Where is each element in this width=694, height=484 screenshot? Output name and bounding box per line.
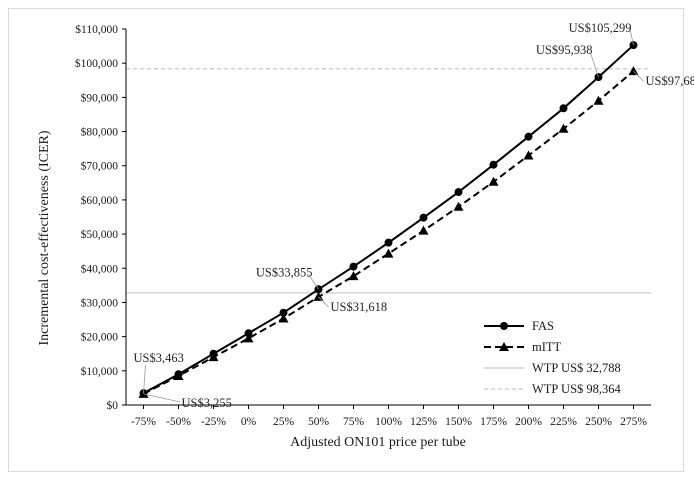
x-tick-label: 0% xyxy=(241,416,257,428)
y-tick-label: $100,000 xyxy=(75,57,118,70)
annotation-label: US$3,255 xyxy=(182,396,232,410)
axes: $0 $10,000 $20,000 $30,000 $40,000 $50,000 $60… xyxy=(75,23,651,428)
data-point-triangle xyxy=(453,201,464,211)
annotation-label: US$33,855 xyxy=(256,265,313,279)
data-point-circle xyxy=(500,322,508,330)
reference-lines xyxy=(126,68,651,294)
annotation-leader-line xyxy=(629,26,634,46)
legend-label: FAS xyxy=(532,319,554,333)
y-axis-title: Incremental cost-effectiveness (ICER) xyxy=(37,130,52,345)
data-point-triangle xyxy=(313,291,324,301)
annotation-leader-line xyxy=(143,393,180,403)
legend: FAS mITT WTP US$ 32,788 WTP US$ 98,364 xyxy=(484,319,622,396)
annotation-label: US$3,463 xyxy=(134,351,184,365)
data-point-triangle xyxy=(558,123,569,133)
x-tick-label: 75% xyxy=(343,416,365,428)
data-point-circle xyxy=(174,370,183,379)
y-tick-label: $50,000 xyxy=(81,228,119,241)
data-point-circle xyxy=(349,262,358,271)
y-tick-label: $70,000 xyxy=(81,160,119,173)
x-axis-title: Adjusted ON101 price per tube xyxy=(290,435,466,450)
annotation-label: US$97,681 xyxy=(646,74,694,88)
x-tick-label: 100% xyxy=(375,416,402,428)
x-tick-label: 50% xyxy=(308,416,330,428)
data-point-triangle xyxy=(523,150,534,160)
data-point-circle xyxy=(489,160,498,169)
legend-label: mITT xyxy=(532,340,562,354)
data-point-triangle xyxy=(418,225,429,235)
series-lines xyxy=(138,41,639,398)
x-tick-label: 225% xyxy=(550,416,577,428)
annotation-label: US$105,299 xyxy=(569,21,632,35)
x-tick-label: 125% xyxy=(410,416,437,428)
data-point-triangle xyxy=(488,176,499,186)
y-tick-label: $80,000 xyxy=(81,126,119,139)
x-tick-label: 150% xyxy=(445,416,472,428)
legend-item: FAS xyxy=(484,319,554,333)
data-point-circle xyxy=(454,188,463,197)
legend-item: mITT xyxy=(484,340,562,354)
data-point-triangle xyxy=(499,342,509,351)
chart-frame xyxy=(8,8,684,472)
x-tick-label: 250% xyxy=(585,416,612,428)
annotation-label: US$95,938 xyxy=(536,43,593,57)
legend-label: WTP US$ 32,788 xyxy=(532,361,621,375)
y-tick-label: $10,000 xyxy=(81,365,119,378)
y-tick-label: $60,000 xyxy=(81,194,119,207)
data-point-triangle xyxy=(628,66,639,76)
legend-item: WTP US$ 32,788 xyxy=(484,361,621,375)
data-point-circle xyxy=(524,132,533,141)
y-tick-label: $0 xyxy=(107,399,119,412)
annotation-leader-line xyxy=(633,70,644,82)
x-tick-label: -50% xyxy=(166,416,191,428)
x-tick-label: -75% xyxy=(131,416,156,428)
legend-item: WTP US$ 98,364 xyxy=(484,382,622,396)
series-mitt xyxy=(138,66,639,398)
annotation-leader-line xyxy=(590,52,599,78)
data-point-triangle xyxy=(278,313,289,323)
x-tick-label: -25% xyxy=(201,416,226,428)
x-tick-label: 175% xyxy=(480,416,507,428)
y-tick-label: $90,000 xyxy=(81,91,119,104)
data-point-circle xyxy=(419,213,428,222)
annotations: US$3,463 US$3,255 US$33,855 US$31,618 US$105… xyxy=(134,21,694,410)
data-point-circle xyxy=(384,238,393,247)
data-point-triangle xyxy=(383,248,394,258)
y-tick-label: $30,000 xyxy=(81,296,119,309)
x-tick-label: 25% xyxy=(273,416,295,428)
annotation-leader-line xyxy=(318,296,329,308)
series-line xyxy=(143,70,635,395)
annotation-leader-line xyxy=(308,274,319,290)
annotation-label: US$31,618 xyxy=(331,300,388,314)
x-tick-label: 200% xyxy=(515,416,542,428)
legend-label: WTP US$ 98,364 xyxy=(532,382,622,396)
data-point-triangle xyxy=(593,95,604,105)
x-tick-label: 275% xyxy=(620,416,647,428)
data-point-circle xyxy=(244,329,253,338)
series-fas xyxy=(139,41,638,398)
data-point-circle xyxy=(559,104,568,113)
y-tick-label: $40,000 xyxy=(81,262,119,275)
data-point-triangle xyxy=(348,271,359,281)
data-point-circle xyxy=(209,349,218,358)
data-point-triangle xyxy=(243,333,254,343)
data-point-circle xyxy=(279,308,288,317)
annotation-leader-line xyxy=(143,365,146,394)
y-tick-label: $110,000 xyxy=(75,23,118,36)
y-tick-label: $20,000 xyxy=(81,331,119,344)
